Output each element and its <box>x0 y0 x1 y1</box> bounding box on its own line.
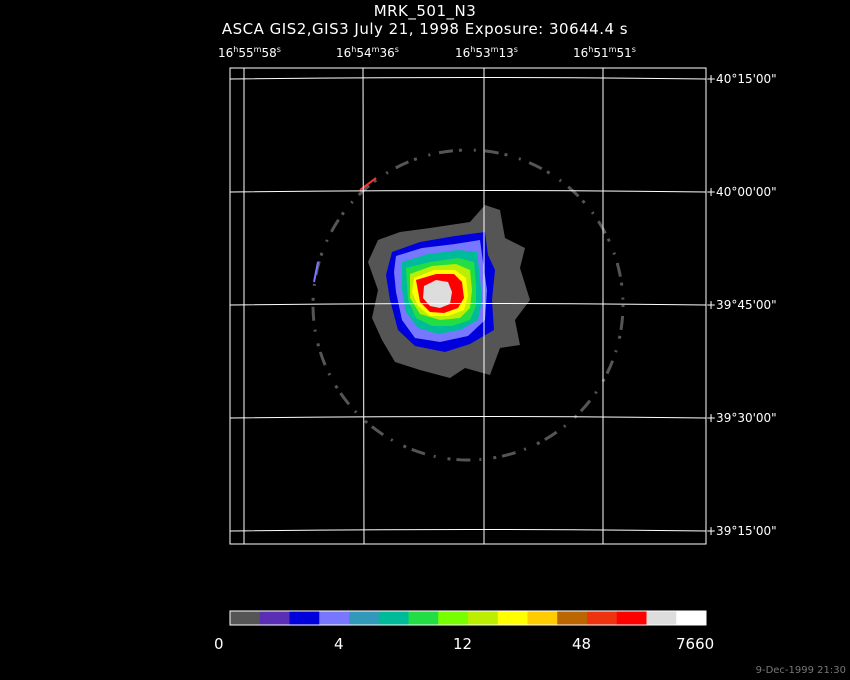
colorbar-frame <box>229 610 707 626</box>
detector-ring <box>311 148 625 462</box>
colorbar-segment <box>557 611 588 625</box>
ra-label-1: 16h55m58s <box>218 45 281 60</box>
coordinate-grid <box>229 67 707 545</box>
colorbar-segment <box>438 611 469 625</box>
colorbar-segment <box>349 611 380 625</box>
colorbar-label-4: 48 <box>572 635 592 653</box>
colorbar <box>230 611 707 625</box>
render-timestamp: 9-Dec-1999 21:30 <box>755 665 846 676</box>
colorbar-label-1: 0 <box>214 635 224 653</box>
colorbar-segment <box>497 611 528 625</box>
colorbar-segment <box>616 611 647 625</box>
dec-line-1 <box>229 77 707 80</box>
colorbar-segment <box>378 611 409 625</box>
image-subtitle: ASCA GIS2,GIS3 July 21, 1998 Exposure: 3… <box>221 20 629 38</box>
colorbar-segment <box>408 611 439 625</box>
ring-hotspot <box>359 177 377 191</box>
colorbar-segment <box>587 611 618 625</box>
dec-line-3 <box>229 303 707 306</box>
colorbar-segment <box>319 611 350 625</box>
ra-label-3: 16h53m13s <box>455 45 518 60</box>
colorbar-label-3: 12 <box>453 635 473 653</box>
dec-line-2 <box>229 190 707 193</box>
colorbar-label-5: 7660 <box>676 635 715 653</box>
colorbar-label-2: 4 <box>334 635 344 653</box>
colorbar-segment <box>289 611 320 625</box>
image-frame <box>229 67 707 545</box>
colorbar-segment <box>259 611 290 625</box>
dec-label-2: +40°00'00" <box>706 185 777 199</box>
ra-label-2: 16h54m36s <box>336 45 399 60</box>
image-title: MRK_501_N3 <box>373 2 477 20</box>
ra-label-4: 16h51m51s <box>573 45 636 60</box>
dec-label-3: +39°45'00" <box>706 298 777 312</box>
colorbar-segment <box>676 611 707 625</box>
ring-hotspot-2 <box>313 261 319 283</box>
dec-label-4: +39°30'00" <box>706 411 777 425</box>
colorbar-segment <box>230 611 261 625</box>
xray-emission <box>311 148 625 462</box>
dec-line-5 <box>229 529 707 532</box>
dec-line-4 <box>229 416 707 419</box>
dec-label-5: +39°15'00" <box>706 524 777 538</box>
colorbar-segment <box>527 611 558 625</box>
contour-peak <box>423 280 452 308</box>
dec-label-1: +40°15'00" <box>706 72 777 86</box>
colorbar-segment <box>646 611 677 625</box>
colorbar-segment <box>468 611 499 625</box>
ra-line-2 <box>362 67 365 545</box>
